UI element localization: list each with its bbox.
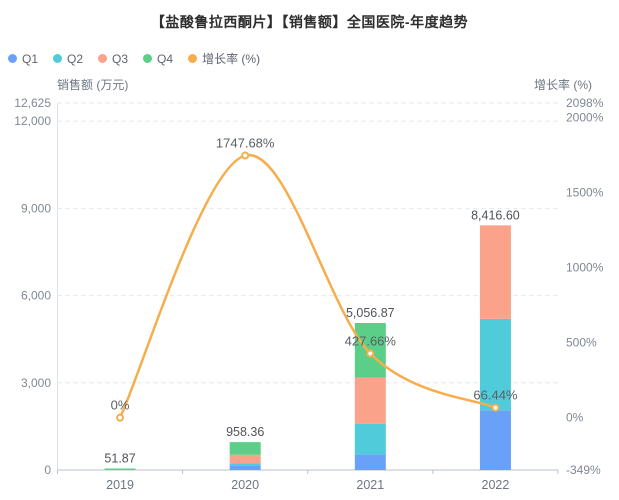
- legend-label: Q1: [22, 51, 39, 66]
- growth-line: [118, 154, 497, 419]
- left-axis-tick-label: 12,625: [14, 96, 51, 110]
- bar-segment-q4-2020[interactable]: [229, 442, 261, 455]
- legend-dot-q4: [143, 54, 153, 63]
- legend: Q1 Q2 Q3 Q4 增长率 (%): [8, 50, 260, 67]
- bar-total-label: 8,416.60: [471, 208, 520, 222]
- legend-dot-q1: [8, 54, 17, 63]
- bar-segment-q2-2020[interactable]: [229, 463, 261, 466]
- growth-point-label: 66.44%: [473, 388, 518, 403]
- legend-item-q3[interactable]: Q3: [98, 52, 128, 66]
- right-axis-tick-label: 0%: [566, 411, 584, 425]
- bar-segment-q4-2019[interactable]: [104, 468, 136, 470]
- bar-total-label: 5,056.87: [346, 306, 395, 320]
- right-axis-tick-label: -349%: [566, 463, 601, 477]
- right-axis-tick-label: 500%: [566, 336, 597, 350]
- legend-item-q2[interactable]: Q2: [53, 52, 83, 66]
- left-axis-tick-label: 12,000: [14, 114, 51, 128]
- bar-segment-q2-2022[interactable]: [479, 318, 511, 411]
- left-axis-title: 销售额 (万元): [57, 78, 129, 92]
- growth-point-2019[interactable]: [116, 413, 125, 422]
- right-axis-tick-label: 1500%: [566, 186, 604, 200]
- legend-label: Q2: [67, 51, 84, 66]
- left-axis-tick-label: 0: [44, 463, 51, 477]
- x-axis-category-label: 2019: [106, 478, 134, 492]
- legend-item-q1[interactable]: Q1: [8, 52, 38, 66]
- x-axis-category-label: 2020: [231, 478, 259, 492]
- chart-title: 【盐酸鲁拉西酮片】【销售额】全国医院-年度趋势: [150, 14, 469, 30]
- bar-segment-q2-2021[interactable]: [354, 423, 386, 455]
- growth-point-2022[interactable]: [491, 403, 500, 412]
- legend-label: 增长率 (%): [202, 52, 261, 66]
- legend-item-q4[interactable]: Q4: [143, 52, 173, 66]
- x-axis-category-label: 2021: [356, 478, 384, 492]
- legend-item-growth[interactable]: 增长率 (%): [188, 50, 260, 67]
- bar-segment-q3-2021[interactable]: [354, 377, 386, 424]
- legend-dot-q2: [53, 54, 63, 63]
- bar-segment-q1-2020[interactable]: [229, 465, 261, 470]
- bar-segment-q1-2021[interactable]: [354, 454, 386, 470]
- legend-dot-growth: [188, 54, 198, 63]
- right-axis-tick-label: 2098%: [566, 96, 604, 110]
- x-axis-category-label: 2022: [482, 478, 510, 492]
- left-axis-tick-label: 3,000: [21, 376, 51, 390]
- bar-segment-q1-2022[interactable]: [479, 410, 511, 470]
- bar-total-label: 958.36: [226, 425, 264, 439]
- right-axis-title: 增长率 (%): [534, 78, 592, 92]
- growth-point-2020[interactable]: [241, 151, 250, 160]
- bar-total-label: 51.87: [104, 451, 135, 465]
- bar-segment-q3-2020[interactable]: [229, 454, 261, 464]
- growth-point-label: 0%: [111, 398, 130, 413]
- growth-point-label: 1747.68%: [216, 136, 275, 151]
- right-axis-tick-label: 1000%: [566, 261, 604, 275]
- growth-point-label: 427.66%: [345, 334, 397, 349]
- left-axis-tick-label: 9,000: [21, 201, 51, 215]
- legend-dot-q3: [98, 54, 108, 63]
- left-axis-tick-label: 6,000: [21, 289, 51, 303]
- right-axis-tick-label: 2000%: [566, 111, 604, 125]
- legend-label: Q4: [157, 51, 174, 66]
- bar-segment-q3-2022[interactable]: [479, 225, 511, 319]
- legend-label: Q3: [112, 51, 129, 66]
- growth-point-2021[interactable]: [366, 349, 375, 358]
